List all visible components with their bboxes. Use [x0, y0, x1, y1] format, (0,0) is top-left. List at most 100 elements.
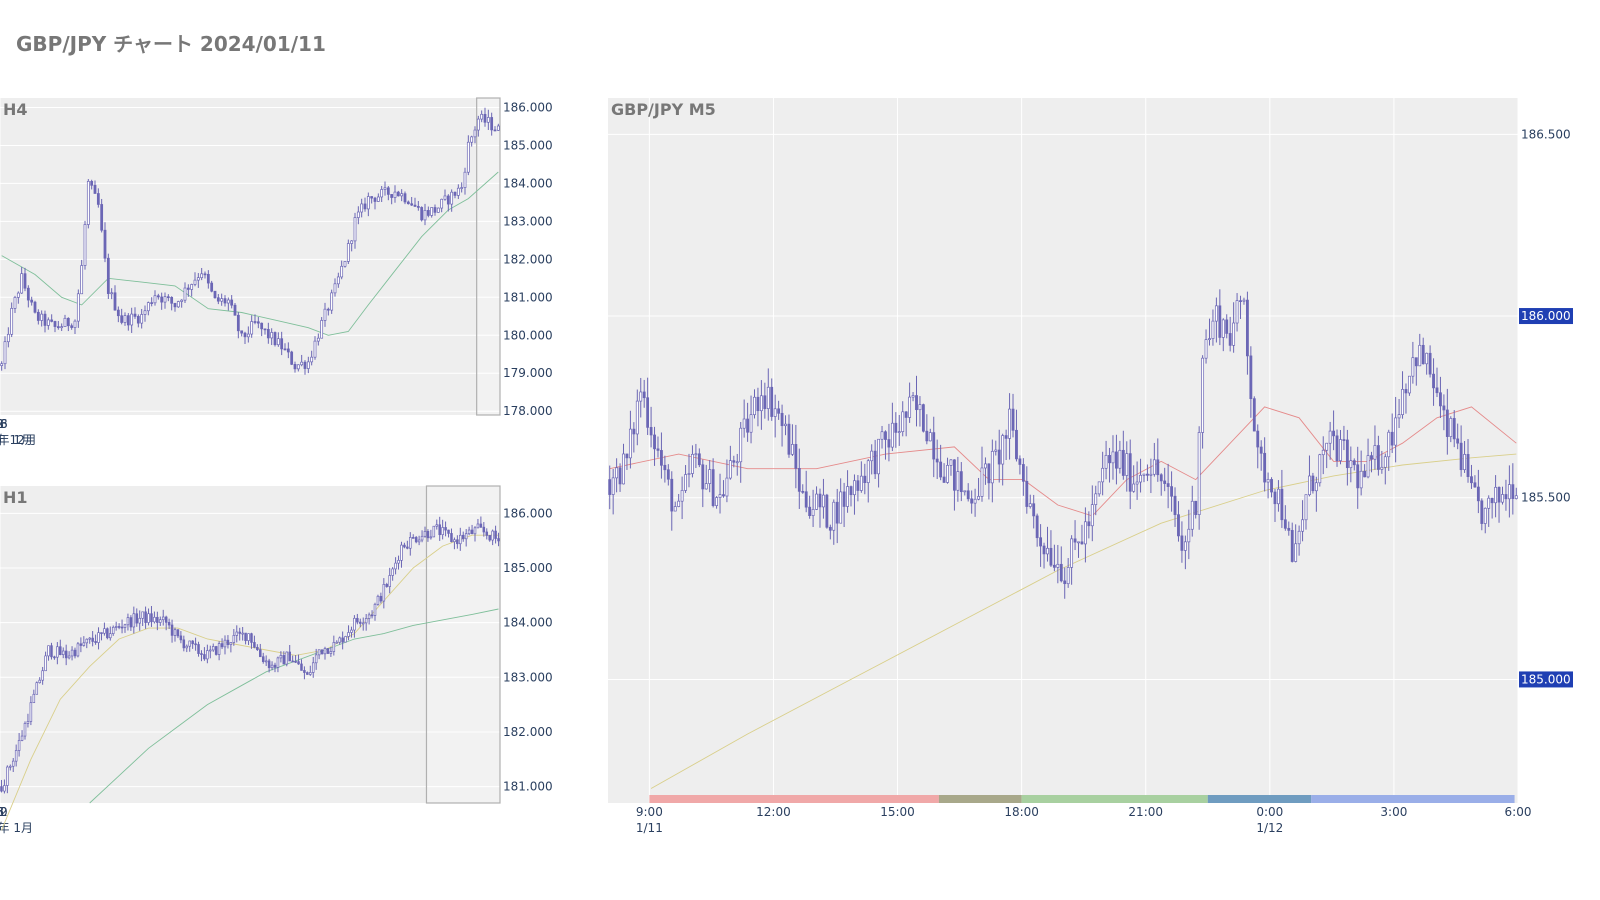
candle — [766, 368, 770, 421]
candle — [76, 289, 80, 328]
candle — [1242, 297, 1246, 305]
candle — [1380, 450, 1384, 474]
candle-body — [953, 459, 956, 491]
candle — [88, 637, 91, 644]
candle-body — [46, 319, 50, 326]
candle-body — [1335, 435, 1339, 462]
candle — [873, 439, 877, 479]
candle — [29, 696, 33, 726]
candle-body — [36, 311, 40, 321]
candle — [356, 206, 360, 225]
candle — [116, 306, 120, 323]
candle-body — [935, 458, 939, 463]
candle-body — [884, 431, 887, 440]
candle-body — [216, 297, 220, 302]
candle-body — [60, 326, 64, 329]
candle-body — [1166, 483, 1170, 487]
candle — [97, 627, 100, 650]
candle-body — [61, 650, 65, 655]
candle-body — [290, 351, 294, 365]
candle — [1173, 487, 1177, 527]
candle — [203, 271, 207, 279]
candle-body — [863, 475, 867, 484]
panel-label: H4 — [3, 100, 28, 119]
candle-body — [984, 463, 987, 469]
candle-body — [1473, 482, 1477, 488]
candle-body — [1501, 494, 1504, 503]
candle-body — [132, 613, 136, 628]
candle-body — [326, 648, 330, 654]
candle — [260, 322, 264, 337]
candle — [1239, 295, 1242, 319]
candle — [1159, 473, 1163, 496]
plot-background — [608, 98, 1518, 803]
candle-body — [73, 320, 77, 328]
candle — [1397, 398, 1401, 428]
candle-body — [804, 491, 808, 508]
candle — [846, 470, 849, 513]
candle-body — [1363, 470, 1367, 478]
y-tick-label: 181.000 — [503, 290, 553, 304]
candle-body — [361, 622, 365, 625]
candle-body — [1283, 519, 1287, 529]
candle-body — [470, 529, 474, 535]
candle — [156, 611, 159, 631]
candle-body — [423, 530, 427, 537]
candle-body — [1383, 456, 1387, 468]
candle — [1004, 429, 1008, 461]
candle — [1063, 567, 1067, 599]
y-tick-label: 180.000 — [503, 328, 553, 342]
candle-body — [200, 273, 204, 279]
candle-body — [67, 655, 71, 659]
candle-body — [466, 141, 470, 173]
candle — [1225, 314, 1229, 339]
candle-body — [1442, 405, 1446, 411]
candle — [366, 192, 370, 217]
candle-body — [414, 537, 418, 543]
candle-body — [856, 480, 860, 491]
candle-body — [126, 315, 130, 326]
candle-body — [746, 418, 750, 433]
candle-body — [47, 645, 50, 657]
candle — [897, 414, 901, 446]
candle — [749, 395, 753, 444]
candle — [711, 458, 715, 508]
candle-body — [356, 211, 360, 218]
candle — [132, 606, 136, 634]
x-tick-label: 18 — [0, 417, 8, 431]
candle-body — [430, 207, 434, 216]
candle-body — [1456, 438, 1460, 444]
candle-body — [1139, 474, 1142, 483]
candle — [346, 239, 350, 265]
candle-body — [1328, 430, 1332, 444]
candle — [456, 184, 460, 200]
plot-background — [0, 98, 500, 415]
candle-body — [317, 649, 321, 656]
candle — [1308, 455, 1311, 497]
candle-body — [391, 568, 394, 576]
candle-body — [410, 203, 414, 206]
candle — [296, 364, 300, 372]
candle-body — [473, 527, 477, 535]
candle — [1094, 485, 1098, 516]
candle — [476, 518, 480, 529]
candle-body — [488, 535, 491, 541]
candle-body — [396, 191, 400, 197]
candle-body — [725, 477, 729, 497]
candle — [423, 203, 427, 226]
candle-body — [1421, 344, 1425, 365]
candle — [1421, 337, 1425, 365]
candle-body — [282, 655, 286, 665]
candle — [725, 459, 729, 503]
candle — [106, 627, 109, 640]
candle-body — [411, 537, 415, 539]
candle — [773, 394, 777, 438]
candle-body — [1146, 473, 1149, 476]
candle-body — [144, 611, 147, 623]
candle — [110, 288, 114, 300]
candle — [921, 403, 925, 433]
candle — [310, 350, 314, 366]
candle-body — [1304, 494, 1308, 521]
candle-body — [673, 506, 677, 512]
candle-body — [244, 632, 247, 641]
